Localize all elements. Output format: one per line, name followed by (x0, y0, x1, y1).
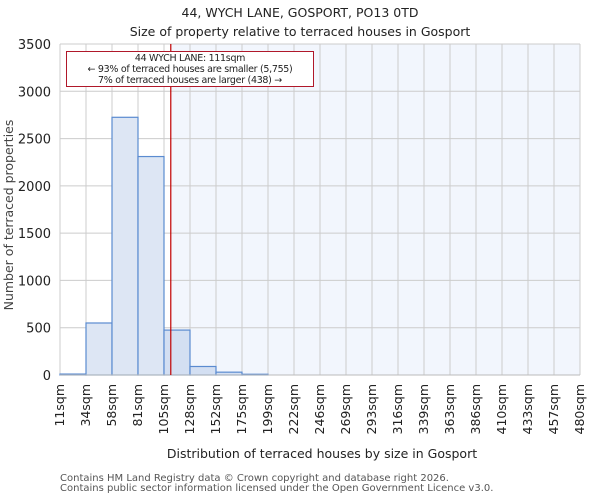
x-tick-label: 128sqm (182, 384, 197, 434)
property-annotation-box: 44 WYCH LANE: 111sqm ← 93% of terraced h… (66, 51, 314, 87)
histogram-bar (189, 365, 217, 376)
y-tick-label: 500 (26, 322, 51, 337)
x-tick-label: 152sqm (208, 384, 223, 434)
x-tick-label: 386sqm (468, 384, 483, 434)
y-tick-label: 2000 (18, 180, 51, 195)
y-tick-label: 2500 (18, 133, 51, 148)
histogram-bar (111, 116, 139, 376)
x-tick-label: 269sqm (338, 384, 353, 434)
x-tick-label: 222sqm (286, 384, 301, 434)
x-tick-label: 433sqm (520, 384, 535, 434)
histogram-bar (163, 329, 191, 376)
histogram-bar (85, 322, 113, 376)
x-tick-label: 58sqm (104, 384, 119, 427)
plot-background-right (170, 44, 581, 375)
y-axis-title: Number of terraced properties (1, 120, 16, 311)
histogram-chart: 0 500 1000 1500 2000 2500 3000 3500 11sqm 34sqm 58… (1, 38, 587, 461)
x-tick-label: 316sqm (390, 384, 405, 434)
x-tick-label: 480sqm (572, 384, 587, 434)
x-tick-label: 293sqm (364, 384, 379, 434)
footer-copyright: Contains HM Land Registry data © Crown c… (60, 473, 449, 484)
y-tick-label: 3500 (18, 38, 51, 53)
x-axis-title: Distribution of terraced houses by size … (167, 446, 477, 461)
x-tick-label: 363sqm (442, 384, 457, 434)
y-tick-label: 3000 (18, 85, 51, 100)
annotation-line-3: 7% of terraced houses are larger (438) → (98, 75, 282, 86)
x-tick-label: 34sqm (78, 384, 93, 427)
y-tick-label: 1500 (18, 227, 51, 242)
x-tick-label: 81sqm (130, 384, 145, 427)
y-tick-label: 1000 (18, 274, 51, 289)
annotation-line-2: ← 93% of terraced houses are smaller (5,… (87, 64, 293, 75)
y-tick-label: 0 (43, 369, 51, 384)
footer-licence: Contains public sector information licen… (60, 483, 494, 494)
x-tick-label: 410sqm (494, 384, 509, 434)
x-tick-label: 105sqm (156, 384, 171, 434)
x-tick-label: 339sqm (416, 384, 431, 434)
histogram-bar (137, 155, 165, 376)
chart-subtitle: Size of property relative to terraced ho… (129, 24, 471, 39)
x-tick-label: 246sqm (312, 384, 327, 434)
x-tick-label: 175sqm (234, 384, 249, 434)
chart-title: 44, WYCH LANE, GOSPORT, PO13 0TD (181, 5, 419, 20)
x-tick-label: 457sqm (546, 384, 561, 434)
x-tick-label: 199sqm (260, 384, 275, 434)
annotation-line-1: 44 WYCH LANE: 111sqm (134, 53, 246, 64)
x-tick-label: 11sqm (52, 384, 67, 427)
